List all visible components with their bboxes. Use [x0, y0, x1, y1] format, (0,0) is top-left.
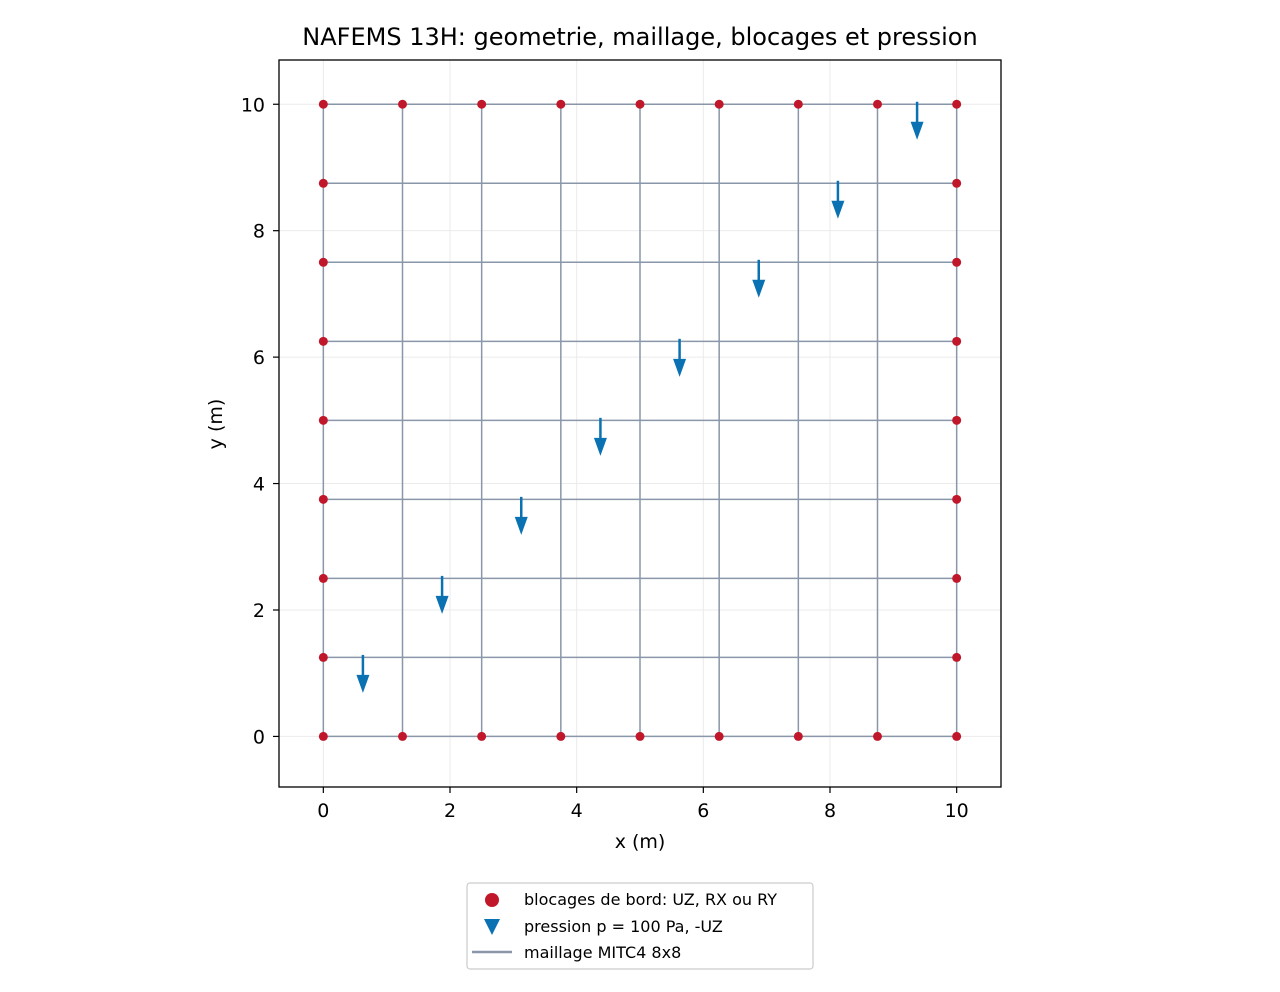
support-layer — [318, 99, 962, 741]
x-tick-label: 6 — [697, 800, 709, 822]
support-point — [873, 99, 882, 109]
support-point — [952, 731, 962, 741]
support-point — [714, 731, 724, 741]
plot-area — [278, 59, 1002, 788]
support-point — [477, 731, 487, 741]
pressure-arrow — [514, 496, 528, 535]
y-axis-label: y (m) — [205, 399, 227, 450]
x-tick-label: 4 — [571, 800, 583, 822]
support-point — [318, 731, 328, 741]
y-axis: 0 2 4 6 8 10 — [241, 94, 279, 748]
pressure-arrow — [435, 575, 449, 614]
x-tick-label: 10 — [945, 800, 969, 822]
support-point — [793, 731, 803, 741]
support-point — [952, 336, 962, 346]
pressure-arrow — [752, 259, 766, 298]
support-point — [635, 99, 645, 109]
plot-frame — [278, 59, 1002, 788]
support-point — [318, 178, 328, 188]
legend-support-marker — [485, 893, 499, 907]
pressure-arrow — [673, 338, 687, 377]
legend-support-label: blocages de bord: UZ, RX ou RY — [524, 890, 777, 909]
support-point — [318, 415, 328, 425]
support-point — [952, 178, 962, 188]
y-tick-label: 6 — [253, 347, 265, 369]
pressure-arrow — [910, 101, 924, 140]
x-axis: 0 2 4 6 8 10 — [317, 787, 969, 822]
pressure-arrow — [593, 417, 607, 456]
x-tick-label: 8 — [824, 800, 836, 822]
support-point — [477, 99, 487, 109]
legend-box — [466, 882, 814, 970]
pressure-arrow — [831, 180, 845, 219]
y-tick-label: 4 — [253, 474, 265, 496]
support-point — [318, 257, 328, 267]
support-point — [398, 731, 407, 741]
support-point — [952, 415, 962, 425]
support-point — [318, 336, 328, 346]
x-axis-label: x (m) — [615, 831, 666, 853]
legend-pressure-marker — [484, 919, 500, 935]
support-point — [714, 99, 724, 109]
support-point — [952, 99, 962, 109]
support-point — [635, 731, 645, 741]
legend-mesh-label: maillage MITC4 8x8 — [524, 943, 681, 962]
support-point — [398, 99, 407, 109]
support-point — [556, 731, 566, 741]
support-point — [318, 99, 328, 109]
y-tick-label: 8 — [253, 221, 265, 243]
support-point — [873, 731, 882, 741]
support-point — [556, 99, 566, 109]
mesh-layer — [322, 103, 958, 738]
support-point — [793, 99, 803, 109]
pressure-layer — [356, 101, 924, 693]
legend-pressure-label: pression p = 100 Pa, -UZ — [524, 917, 723, 936]
support-point — [952, 257, 962, 267]
x-tick-label: 0 — [317, 800, 329, 822]
y-tick-label: 2 — [253, 600, 265, 622]
chart-title: NAFEMS 13H: geometrie, maillage, blocage… — [302, 23, 977, 51]
support-point — [952, 494, 962, 504]
support-point — [318, 573, 328, 583]
support-point — [952, 652, 962, 662]
support-point — [318, 494, 328, 504]
y-tick-label: 10 — [241, 94, 265, 116]
support-point — [952, 573, 962, 583]
legend: blocages de bord: UZ, RX ou RY pression … — [466, 882, 814, 970]
x-tick-label: 2 — [444, 800, 456, 822]
y-tick-label: 0 — [253, 726, 265, 748]
support-point — [318, 652, 328, 662]
pressure-arrow — [356, 654, 370, 693]
